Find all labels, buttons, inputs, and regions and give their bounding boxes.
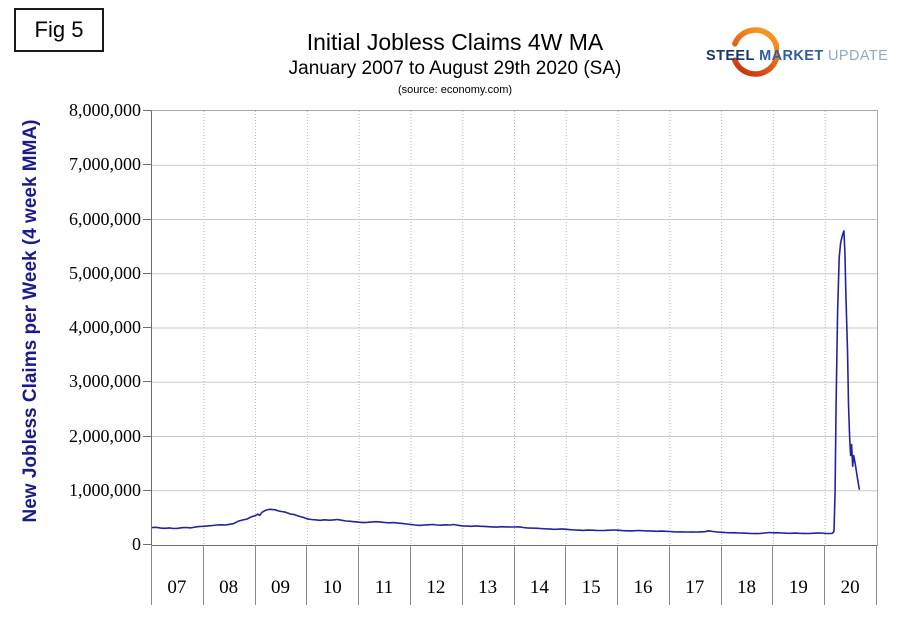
x-year-separator	[151, 545, 152, 605]
x-year-label: 17	[685, 577, 705, 598]
figure-number-label: Fig 5	[34, 17, 84, 42]
x-year-label: 10	[322, 577, 342, 598]
x-year-label: 13	[478, 577, 498, 598]
y-tick-label: 3,000,000	[69, 371, 141, 392]
chart-subtitle: January 2007 to August 29th 2020 (SA)	[288, 58, 622, 79]
y-tick-mark	[143, 272, 151, 274]
x-year-separator	[720, 545, 722, 605]
x-year-separator	[617, 545, 619, 605]
x-year-separator	[306, 545, 308, 605]
y-tick-label: 2,000,000	[69, 425, 141, 446]
chart-canvas	[152, 111, 877, 545]
x-year-label: 07	[167, 577, 187, 598]
x-year-label: 12	[426, 577, 446, 598]
logo-word-update: UPDATE	[828, 48, 889, 64]
x-year-label: 08	[219, 577, 239, 598]
x-year-label: 15	[581, 577, 601, 598]
logo-word-market: MARKET	[759, 48, 824, 64]
logo-crescent-icon	[732, 27, 779, 77]
x-year-label: 16	[633, 577, 653, 598]
x-year-separator	[461, 545, 463, 605]
x-year-separator	[824, 545, 826, 605]
y-tick-label: 0	[132, 534, 141, 554]
steel-market-update-logo: STEEL MARKET UPDATE	[698, 27, 888, 80]
x-year-separator	[358, 545, 360, 605]
x-year-separator	[254, 545, 256, 605]
x-year-separator	[772, 545, 774, 605]
y-tick-mark	[143, 327, 151, 328]
y-tick-mark	[143, 544, 151, 545]
y-tick-label: 7,000,000	[69, 154, 141, 175]
chart-title: Initial Jobless Claims 4W MA	[306, 29, 604, 55]
logo-wordmark: STEEL MARKET UPDATE	[706, 48, 888, 64]
jobless-claims-series-line	[152, 230, 861, 535]
plot-area	[151, 110, 878, 546]
y-tick-label: 5,000,000	[69, 262, 141, 283]
y-tick-label: 8,000,000	[69, 100, 141, 120]
x-year-separator	[409, 545, 411, 605]
x-year-separator	[876, 545, 877, 605]
y-tick-label: 6,000,000	[69, 208, 141, 229]
y-tick-mark	[143, 164, 151, 166]
figure-number-box: Fig 5	[14, 8, 104, 52]
x-year-separator	[565, 545, 567, 605]
x-year-label: 20	[840, 577, 860, 598]
y-tick-mark	[143, 218, 151, 220]
x-year-separator	[513, 545, 515, 605]
y-tick-mark	[143, 489, 151, 491]
x-year-label: 11	[374, 577, 394, 598]
x-year-label: 19	[788, 577, 808, 598]
x-year-separator	[202, 545, 204, 605]
y-tick-label: 4,000,000	[69, 317, 141, 337]
x-year-label: 18	[737, 577, 757, 598]
x-year-label: 09	[270, 577, 290, 598]
x-year-label: 14	[529, 577, 549, 598]
y-tick-mark	[143, 435, 151, 437]
y-tick-label: 1,000,000	[69, 479, 141, 500]
x-year-separator	[668, 545, 670, 605]
logo-word-steel: STEEL	[706, 48, 755, 64]
y-tick-mark	[143, 381, 151, 383]
chart-source-note: (source: economy.com)	[397, 84, 513, 96]
y-tick-mark	[143, 110, 151, 111]
